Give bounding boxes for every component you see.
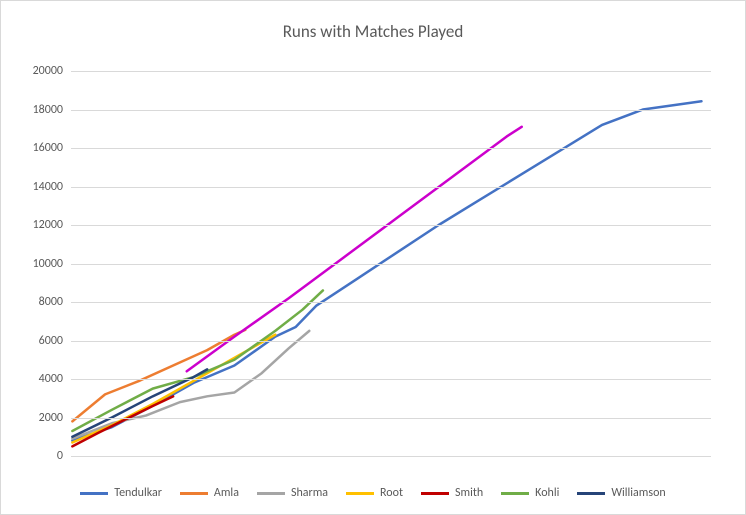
legend-swatch [257,492,285,495]
legend-swatch [421,492,449,495]
y-tick-label: 12000 [33,218,71,232]
series-line [187,127,522,371]
y-tick-label: 0 [57,449,71,463]
legend-label: Sharma [291,486,328,500]
gridline [71,187,711,188]
legend-swatch [80,492,108,495]
y-tick-label: 18000 [33,103,71,117]
legend-label: Williamson [611,486,665,500]
chart-container: Runs with Matches Played 020004000600080… [0,0,746,515]
legend-item: Smith [421,486,483,500]
legend-label: Tendulkar [114,486,162,500]
plot-area: 0200040006000800010000120001400016000180… [71,71,711,456]
gridline [71,225,711,226]
legend: Tendulkar Amla Sharma Root Smith Kohli William… [1,486,745,500]
legend-label: Root [380,486,403,500]
gridline [71,110,711,111]
series-line [72,330,245,421]
y-tick-label: 2000 [39,411,71,425]
legend-item: Williamson [577,486,665,500]
legend-item: Kohli [501,486,559,500]
series-line [72,290,323,431]
y-tick-label: 6000 [39,334,71,348]
gridline [71,418,711,419]
legend-item: Root [346,486,403,500]
legend-item: Amla [180,486,239,500]
gridline [71,456,711,457]
y-tick-label: 8000 [39,295,71,309]
legend-swatch [577,492,605,495]
legend-label: Amla [214,486,239,500]
y-tick-label: 14000 [33,180,71,194]
legend-swatch [501,492,529,495]
gridline [71,264,711,265]
legend-swatch [180,492,208,495]
legend-label: Smith [455,486,483,500]
gridline [71,71,711,72]
y-tick-label: 4000 [39,372,71,386]
gridline [71,148,711,149]
gridline [71,341,711,342]
y-tick-label: 10000 [33,257,71,271]
y-tick-label: 20000 [33,64,71,78]
legend-item: Tendulkar [80,486,162,500]
chart-title: Runs with Matches Played [1,21,745,42]
gridline [71,302,711,303]
legend-label: Kohli [535,486,559,500]
legend-swatch [346,492,374,495]
y-tick-label: 16000 [33,141,71,155]
legend-item: Sharma [257,486,328,500]
gridline [71,379,711,380]
